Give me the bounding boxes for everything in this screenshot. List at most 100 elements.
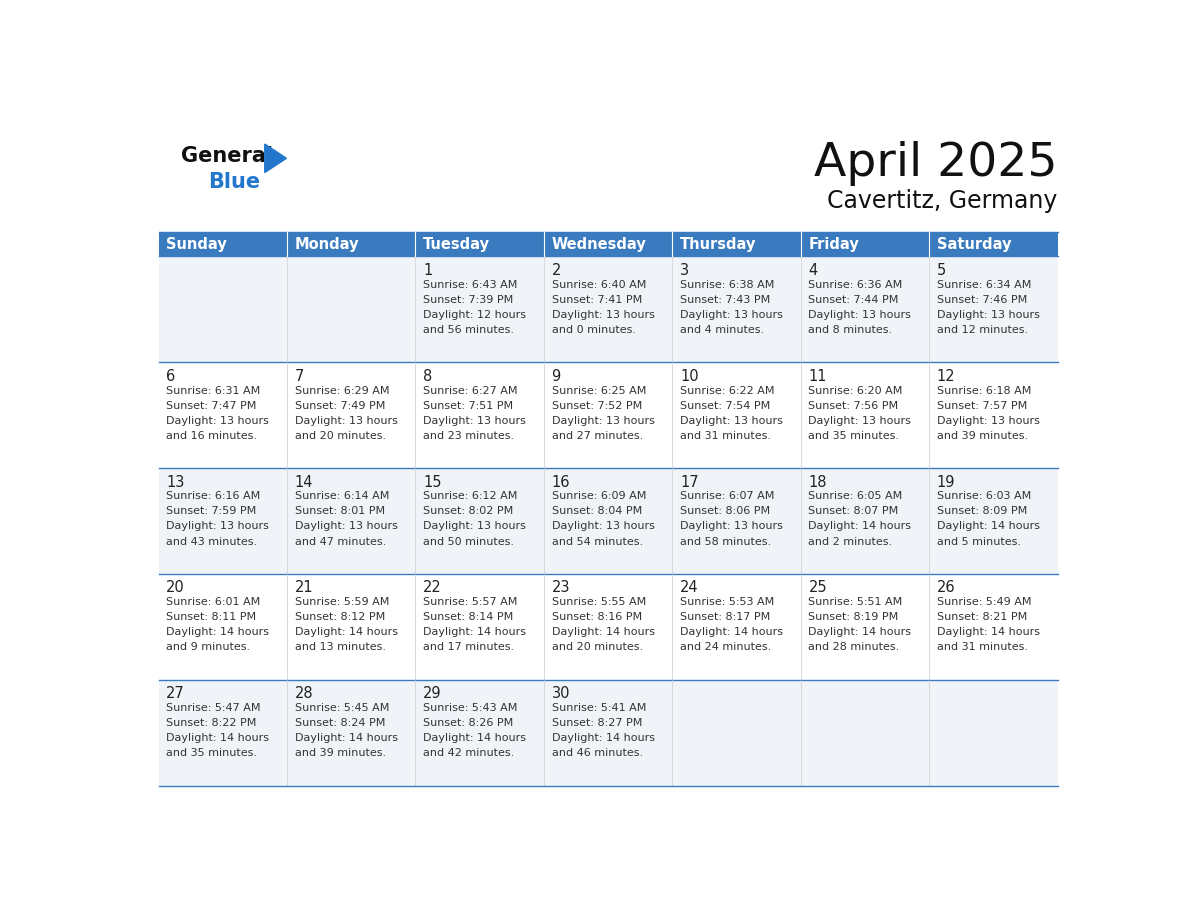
- Text: 15: 15: [423, 475, 442, 489]
- Text: 3: 3: [680, 263, 689, 277]
- Text: 6: 6: [166, 368, 176, 384]
- Text: and 42 minutes.: and 42 minutes.: [423, 748, 514, 758]
- Text: 1: 1: [423, 263, 432, 277]
- Text: April 2025: April 2025: [814, 141, 1057, 186]
- Text: and 50 minutes.: and 50 minutes.: [423, 536, 514, 546]
- Text: and 35 minutes.: and 35 minutes.: [809, 431, 899, 441]
- Text: Monday: Monday: [295, 237, 359, 252]
- Text: Sunrise: 6:27 AM: Sunrise: 6:27 AM: [423, 386, 518, 396]
- Text: 13: 13: [166, 475, 184, 489]
- Text: 18: 18: [809, 475, 827, 489]
- Text: 22: 22: [423, 580, 442, 596]
- Text: Sunrise: 5:53 AM: Sunrise: 5:53 AM: [680, 598, 775, 608]
- Text: Sunrise: 6:43 AM: Sunrise: 6:43 AM: [423, 280, 518, 289]
- Text: and 12 minutes.: and 12 minutes.: [937, 325, 1028, 334]
- Text: Sunrise: 5:47 AM: Sunrise: 5:47 AM: [166, 703, 261, 713]
- Text: Sunset: 7:44 PM: Sunset: 7:44 PM: [809, 295, 899, 305]
- Text: Sunrise: 6:14 AM: Sunrise: 6:14 AM: [295, 491, 390, 501]
- Text: 28: 28: [295, 687, 314, 701]
- Text: Sunrise: 6:03 AM: Sunrise: 6:03 AM: [937, 491, 1031, 501]
- Text: Daylight: 13 hours: Daylight: 13 hours: [680, 309, 783, 319]
- Text: Sunset: 8:22 PM: Sunset: 8:22 PM: [166, 719, 257, 728]
- Text: Sunset: 8:12 PM: Sunset: 8:12 PM: [295, 612, 385, 622]
- Text: Sunset: 7:47 PM: Sunset: 7:47 PM: [166, 400, 257, 410]
- Text: Sunrise: 6:07 AM: Sunrise: 6:07 AM: [680, 491, 775, 501]
- Text: and 8 minutes.: and 8 minutes.: [809, 325, 892, 334]
- Text: Sunset: 8:11 PM: Sunset: 8:11 PM: [166, 612, 257, 622]
- Text: Daylight: 14 hours: Daylight: 14 hours: [809, 521, 911, 532]
- Text: Sunrise: 6:25 AM: Sunrise: 6:25 AM: [551, 386, 646, 396]
- Text: Sunrise: 6:20 AM: Sunrise: 6:20 AM: [809, 386, 903, 396]
- Text: Daylight: 13 hours: Daylight: 13 hours: [809, 416, 911, 426]
- Text: Blue: Blue: [208, 172, 260, 192]
- Text: 30: 30: [551, 687, 570, 701]
- Bar: [158, 232, 1057, 256]
- Bar: [158, 680, 1057, 786]
- Text: 21: 21: [295, 580, 314, 596]
- Text: Sunset: 8:27 PM: Sunset: 8:27 PM: [551, 719, 642, 728]
- Text: Sunrise: 6:16 AM: Sunrise: 6:16 AM: [166, 491, 260, 501]
- Text: 16: 16: [551, 475, 570, 489]
- Text: Sunset: 7:43 PM: Sunset: 7:43 PM: [680, 295, 770, 305]
- Text: Saturday: Saturday: [937, 237, 1011, 252]
- Text: Sunset: 8:01 PM: Sunset: 8:01 PM: [295, 507, 385, 517]
- Text: Daylight: 12 hours: Daylight: 12 hours: [423, 309, 526, 319]
- Text: Daylight: 13 hours: Daylight: 13 hours: [551, 416, 655, 426]
- Text: Tuesday: Tuesday: [423, 237, 491, 252]
- Text: Cavertitz, Germany: Cavertitz, Germany: [827, 189, 1057, 213]
- Text: Daylight: 13 hours: Daylight: 13 hours: [680, 416, 783, 426]
- Text: and 58 minutes.: and 58 minutes.: [680, 536, 771, 546]
- Text: Sunset: 7:52 PM: Sunset: 7:52 PM: [551, 400, 642, 410]
- Text: and 39 minutes.: and 39 minutes.: [295, 748, 386, 758]
- Text: 10: 10: [680, 368, 699, 384]
- Text: Daylight: 13 hours: Daylight: 13 hours: [551, 521, 655, 532]
- Text: Daylight: 14 hours: Daylight: 14 hours: [295, 627, 398, 637]
- Text: Sunrise: 5:57 AM: Sunrise: 5:57 AM: [423, 598, 518, 608]
- Text: and 27 minutes.: and 27 minutes.: [551, 431, 643, 441]
- Text: and 46 minutes.: and 46 minutes.: [551, 748, 643, 758]
- Text: 2: 2: [551, 263, 561, 277]
- Text: Daylight: 13 hours: Daylight: 13 hours: [680, 521, 783, 532]
- Text: and 43 minutes.: and 43 minutes.: [166, 536, 258, 546]
- Text: Daylight: 14 hours: Daylight: 14 hours: [680, 627, 783, 637]
- Text: and 5 minutes.: and 5 minutes.: [937, 536, 1020, 546]
- Text: and 31 minutes.: and 31 minutes.: [937, 643, 1028, 653]
- Text: 12: 12: [937, 368, 955, 384]
- Text: 17: 17: [680, 475, 699, 489]
- Text: Daylight: 13 hours: Daylight: 13 hours: [166, 521, 270, 532]
- Text: Sunset: 7:56 PM: Sunset: 7:56 PM: [809, 400, 898, 410]
- Text: Sunset: 8:14 PM: Sunset: 8:14 PM: [423, 612, 513, 622]
- Text: and 56 minutes.: and 56 minutes.: [423, 325, 514, 334]
- Text: Wednesday: Wednesday: [551, 237, 646, 252]
- Text: 11: 11: [809, 368, 827, 384]
- Text: and 0 minutes.: and 0 minutes.: [551, 325, 636, 334]
- Text: Sunrise: 5:43 AM: Sunrise: 5:43 AM: [423, 703, 518, 713]
- Text: Sunrise: 6:38 AM: Sunrise: 6:38 AM: [680, 280, 775, 289]
- Text: and 28 minutes.: and 28 minutes.: [809, 643, 899, 653]
- Text: and 23 minutes.: and 23 minutes.: [423, 431, 514, 441]
- Text: and 2 minutes.: and 2 minutes.: [809, 536, 892, 546]
- Text: Sunset: 8:26 PM: Sunset: 8:26 PM: [423, 719, 513, 728]
- Text: Daylight: 13 hours: Daylight: 13 hours: [937, 416, 1040, 426]
- Text: 23: 23: [551, 580, 570, 596]
- Text: and 47 minutes.: and 47 minutes.: [295, 536, 386, 546]
- Text: Daylight: 14 hours: Daylight: 14 hours: [809, 627, 911, 637]
- Text: Sunset: 7:59 PM: Sunset: 7:59 PM: [166, 507, 257, 517]
- Text: 25: 25: [809, 580, 827, 596]
- Text: Sunrise: 6:34 AM: Sunrise: 6:34 AM: [937, 280, 1031, 289]
- Text: Daylight: 14 hours: Daylight: 14 hours: [423, 627, 526, 637]
- Text: and 20 minutes.: and 20 minutes.: [295, 431, 386, 441]
- Text: 5: 5: [937, 263, 946, 277]
- Text: 8: 8: [423, 368, 432, 384]
- Text: Daylight: 13 hours: Daylight: 13 hours: [166, 416, 270, 426]
- Bar: [158, 468, 1057, 575]
- Bar: [158, 575, 1057, 680]
- Text: Sunset: 8:02 PM: Sunset: 8:02 PM: [423, 507, 513, 517]
- Text: 29: 29: [423, 687, 442, 701]
- Text: Sunrise: 6:36 AM: Sunrise: 6:36 AM: [809, 280, 903, 289]
- Text: and 13 minutes.: and 13 minutes.: [295, 643, 386, 653]
- Text: Sunrise: 5:51 AM: Sunrise: 5:51 AM: [809, 598, 903, 608]
- Text: Sunrise: 5:59 AM: Sunrise: 5:59 AM: [295, 598, 390, 608]
- Text: Sunset: 8:16 PM: Sunset: 8:16 PM: [551, 612, 642, 622]
- Text: Daylight: 14 hours: Daylight: 14 hours: [166, 733, 270, 744]
